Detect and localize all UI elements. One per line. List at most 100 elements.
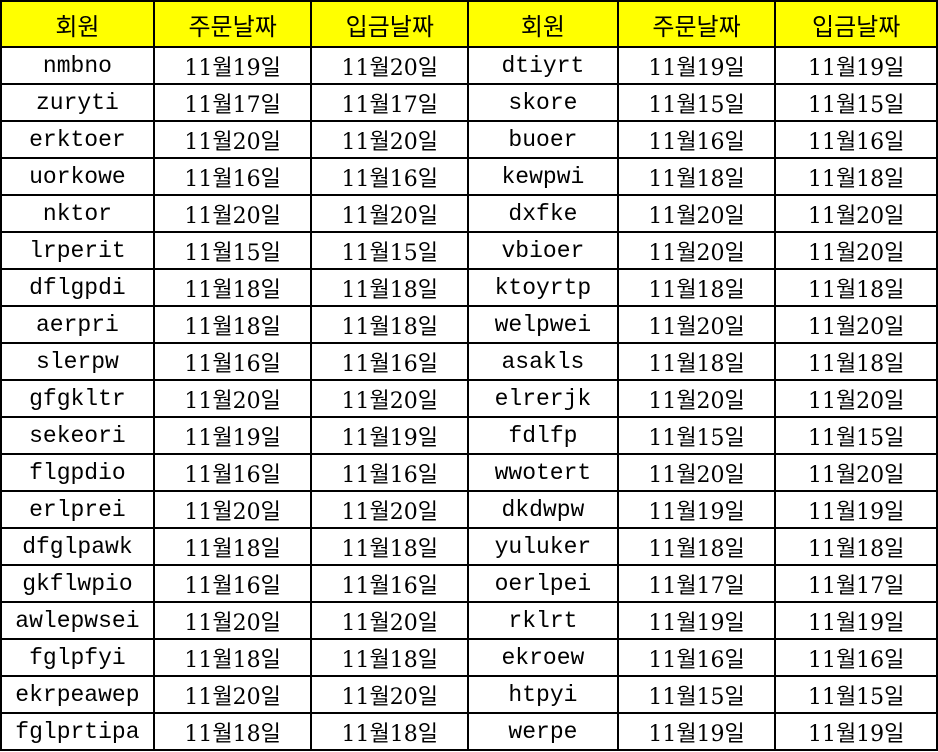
cell-member[interactable]: fglpfyi <box>0 638 155 677</box>
cell-order-date[interactable]: 11월18일 <box>616 527 777 566</box>
cell-order-date[interactable]: 11월20일 <box>152 601 313 640</box>
cell-payment-date[interactable]: 11월20일 <box>774 305 938 344</box>
cell-member[interactable]: fdlfp <box>467 416 619 455</box>
cell-order-date[interactable]: 11월20일 <box>616 305 777 344</box>
cell-order-date[interactable]: 11월17일 <box>616 564 777 603</box>
cell-order-date[interactable]: 11월20일 <box>616 194 777 233</box>
cell-member[interactable]: skore <box>467 83 619 122</box>
cell-order-date[interactable]: 11월19일 <box>616 46 777 85</box>
cell-payment-date[interactable]: 11월20일 <box>310 120 470 159</box>
cell-member[interactable]: lrperit <box>0 231 155 270</box>
cell-order-date[interactable]: 11월15일 <box>152 231 313 270</box>
cell-order-date[interactable]: 11월16일 <box>152 157 313 196</box>
cell-payment-date[interactable]: 11월15일 <box>310 231 470 270</box>
cell-order-date[interactable]: 11월15일 <box>616 83 777 122</box>
cell-payment-date[interactable]: 11월18일 <box>774 527 938 566</box>
cell-payment-date[interactable]: 11월18일 <box>310 527 470 566</box>
cell-member[interactable]: vbioer <box>467 231 619 270</box>
cell-member[interactable]: elrerjk <box>467 379 619 418</box>
cell-member[interactable]: asakls <box>467 342 619 381</box>
cell-order-date[interactable]: 11월18일 <box>152 268 313 307</box>
cell-payment-date[interactable]: 11월20일 <box>310 601 470 640</box>
cell-payment-date[interactable]: 11월20일 <box>774 194 938 233</box>
cell-member[interactable]: welpwei <box>467 305 619 344</box>
cell-payment-date[interactable]: 11월20일 <box>310 675 470 714</box>
header-payment-date[interactable]: 입금날짜 <box>310 0 470 48</box>
cell-member[interactable]: erktoer <box>0 120 155 159</box>
cell-member[interactable]: ktoyrtp <box>467 268 619 307</box>
cell-order-date[interactable]: 11월16일 <box>616 638 777 677</box>
cell-order-date[interactable]: 11월20일 <box>616 231 777 270</box>
cell-member[interactable]: htpyi <box>467 675 619 714</box>
cell-order-date[interactable]: 11월19일 <box>616 490 777 529</box>
cell-member[interactable]: gfgkltr <box>0 379 155 418</box>
cell-member[interactable]: uorkowe <box>0 157 155 196</box>
cell-order-date[interactable]: 11월16일 <box>616 120 777 159</box>
cell-payment-date[interactable]: 11월18일 <box>310 712 470 751</box>
cell-order-date[interactable]: 11월16일 <box>152 342 313 381</box>
cell-payment-date[interactable]: 11월20일 <box>310 379 470 418</box>
cell-order-date[interactable]: 11월15일 <box>616 416 777 455</box>
cell-order-date[interactable]: 11월20일 <box>616 453 777 492</box>
header-order-date[interactable]: 주문날짜 <box>616 0 777 48</box>
cell-member[interactable]: awlepwsei <box>0 601 155 640</box>
cell-payment-date[interactable]: 11월20일 <box>310 46 470 85</box>
cell-member[interactable]: aerpri <box>0 305 155 344</box>
cell-member[interactable]: rklrt <box>467 601 619 640</box>
cell-order-date[interactable]: 11월16일 <box>152 564 313 603</box>
header-order-date[interactable]: 주문날짜 <box>152 0 313 48</box>
cell-member[interactable]: sekeori <box>0 416 155 455</box>
cell-payment-date[interactable]: 11월16일 <box>310 564 470 603</box>
cell-payment-date[interactable]: 11월16일 <box>310 157 470 196</box>
cell-payment-date[interactable]: 11월20일 <box>774 379 938 418</box>
cell-order-date[interactable]: 11월20일 <box>152 675 313 714</box>
cell-payment-date[interactable]: 11월18일 <box>774 157 938 196</box>
cell-payment-date[interactable]: 11월17일 <box>310 83 470 122</box>
cell-order-date[interactable]: 11월20일 <box>616 379 777 418</box>
cell-payment-date[interactable]: 11월19일 <box>774 601 938 640</box>
cell-member[interactable]: dkdwpw <box>467 490 619 529</box>
cell-payment-date[interactable]: 11월19일 <box>310 416 470 455</box>
cell-member[interactable]: yuluker <box>467 527 619 566</box>
cell-member[interactable]: slerpw <box>0 342 155 381</box>
header-payment-date[interactable]: 입금날짜 <box>774 0 938 48</box>
cell-order-date[interactable]: 11월20일 <box>152 490 313 529</box>
cell-order-date[interactable]: 11월16일 <box>152 453 313 492</box>
cell-payment-date[interactable]: 11월15일 <box>774 83 938 122</box>
cell-payment-date[interactable]: 11월18일 <box>310 268 470 307</box>
cell-order-date[interactable]: 11월19일 <box>152 46 313 85</box>
cell-order-date[interactable]: 11월20일 <box>152 379 313 418</box>
cell-payment-date[interactable]: 11월19일 <box>774 490 938 529</box>
cell-order-date[interactable]: 11월18일 <box>152 527 313 566</box>
cell-payment-date[interactable]: 11월19일 <box>774 712 938 751</box>
header-member[interactable]: 회원 <box>0 0 155 48</box>
header-member[interactable]: 회원 <box>467 0 619 48</box>
cell-payment-date[interactable]: 11월16일 <box>310 453 470 492</box>
cell-member[interactable]: zuryti <box>0 83 155 122</box>
cell-order-date[interactable]: 11월18일 <box>616 157 777 196</box>
cell-order-date[interactable]: 11월18일 <box>152 638 313 677</box>
cell-member[interactable]: buoer <box>467 120 619 159</box>
cell-payment-date[interactable]: 11월16일 <box>774 638 938 677</box>
cell-order-date[interactable]: 11월18일 <box>616 268 777 307</box>
cell-payment-date[interactable]: 11월18일 <box>774 342 938 381</box>
cell-member[interactable]: erlprei <box>0 490 155 529</box>
cell-member[interactable]: oerlpei <box>467 564 619 603</box>
cell-payment-date[interactable]: 11월16일 <box>774 120 938 159</box>
cell-payment-date[interactable]: 11월20일 <box>774 453 938 492</box>
cell-payment-date[interactable]: 11월18일 <box>310 305 470 344</box>
cell-payment-date[interactable]: 11월18일 <box>310 638 470 677</box>
cell-order-date[interactable]: 11월18일 <box>152 712 313 751</box>
cell-member[interactable]: flgpdio <box>0 453 155 492</box>
cell-member[interactable]: nktor <box>0 194 155 233</box>
cell-member[interactable]: nmbno <box>0 46 155 85</box>
cell-order-date[interactable]: 11월17일 <box>152 83 313 122</box>
cell-payment-date[interactable]: 11월15일 <box>774 416 938 455</box>
cell-payment-date[interactable]: 11월18일 <box>774 268 938 307</box>
cell-member[interactable]: gkflwpio <box>0 564 155 603</box>
cell-order-date[interactable]: 11월19일 <box>616 712 777 751</box>
cell-order-date[interactable]: 11월20일 <box>152 120 313 159</box>
cell-member[interactable]: ekrpeawep <box>0 675 155 714</box>
cell-member[interactable]: wwotert <box>467 453 619 492</box>
cell-member[interactable]: dflgpdi <box>0 268 155 307</box>
